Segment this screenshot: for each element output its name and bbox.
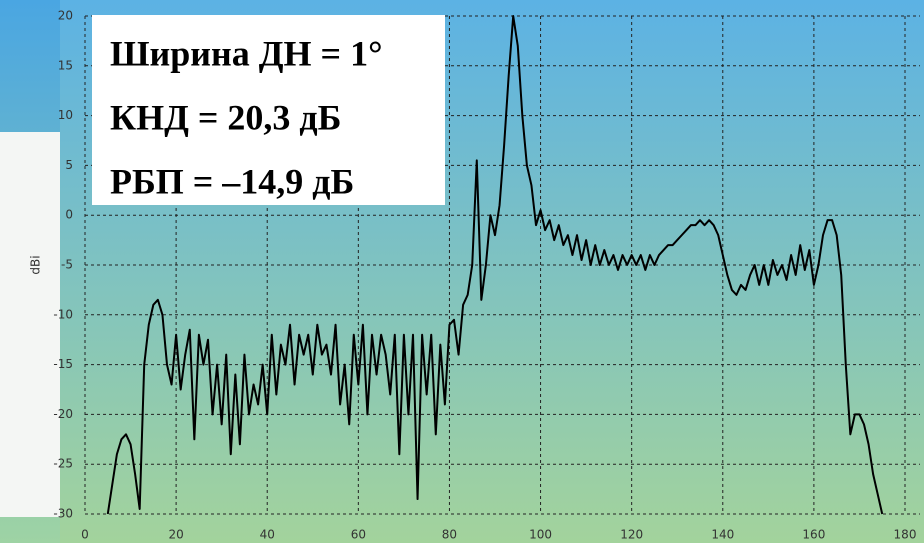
x-tick-label: 180: [894, 528, 917, 542]
x-tick-label: 60: [351, 528, 366, 542]
x-tick-label: 120: [620, 528, 643, 542]
x-tick-label: 20: [168, 528, 183, 542]
y-tick-label: 10: [58, 108, 73, 122]
y-tick-label: 0: [65, 208, 73, 222]
annotation: Ширина ДН = 1°: [110, 33, 382, 73]
y-tick-label: -30: [53, 507, 73, 521]
x-tick-label: 40: [260, 528, 275, 542]
y-tick-label: -10: [53, 307, 73, 321]
lines: [106, 15, 884, 515]
x-tick-label: 0: [81, 528, 89, 542]
y-tick-label: -25: [53, 457, 73, 471]
y-tick-label: 15: [58, 58, 73, 72]
y-axis-label: dBi: [29, 255, 43, 274]
y-tick-label: -15: [53, 357, 73, 371]
annotation: КНД = 20,3 дБ: [110, 97, 341, 137]
y-tick-label: -20: [53, 407, 73, 421]
x-tick-label: 100: [529, 528, 552, 542]
annotation-box: [92, 15, 445, 205]
x-tick-label: 140: [711, 528, 734, 542]
data-line: [106, 15, 884, 515]
annotation: РБП = –14,9 дБ: [110, 161, 354, 201]
side-panel: [0, 132, 60, 517]
x-tick-label: 80: [442, 528, 457, 542]
x-tick-label: 160: [802, 528, 825, 542]
y-tick-label: -5: [61, 258, 73, 272]
y-tick-label: 5: [65, 158, 73, 172]
y-tick-label: 20: [58, 9, 73, 23]
